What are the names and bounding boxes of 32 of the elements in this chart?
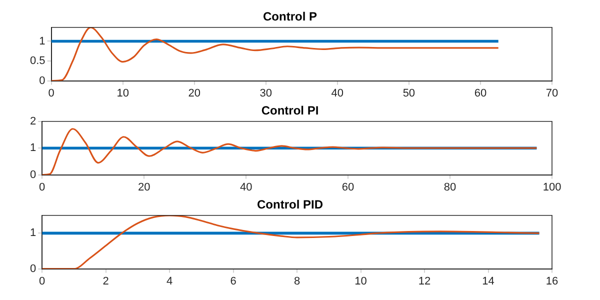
y-tick-label: 1 bbox=[30, 142, 36, 154]
x-tick-label: 8 bbox=[294, 275, 300, 288]
x-tick-label: 40 bbox=[331, 87, 344, 100]
x-tick-label: 30 bbox=[260, 87, 272, 100]
x-tick-label: 10 bbox=[354, 275, 367, 288]
y-tick-label: 0 bbox=[30, 262, 36, 275]
x-tick-label: 60 bbox=[342, 181, 354, 194]
y-tick-label: 0 bbox=[30, 168, 36, 181]
x-tick-label: 80 bbox=[444, 181, 456, 194]
y-tick-label: 2 bbox=[30, 115, 36, 128]
x-tick-label: 16 bbox=[546, 275, 558, 288]
x-tick-label: 70 bbox=[546, 87, 558, 100]
x-tick-label: 100 bbox=[542, 181, 562, 194]
y-tick-label: 0.5 bbox=[30, 55, 46, 68]
x-tick-label: 4 bbox=[166, 275, 173, 288]
chart-title: Control PI bbox=[261, 104, 319, 118]
x-tick-label: 14 bbox=[482, 275, 494, 288]
x-tick-label: 20 bbox=[138, 181, 150, 194]
x-tick-label: 2 bbox=[102, 275, 109, 288]
x-tick-label: 20 bbox=[188, 87, 200, 100]
y-tick-label: 0 bbox=[39, 74, 46, 87]
chart-title: Control P bbox=[263, 10, 317, 24]
x-tick-label: 0 bbox=[48, 87, 54, 100]
x-tick-label: 6 bbox=[230, 275, 236, 288]
chart-title: Control PID bbox=[257, 198, 324, 212]
y-tick-label: 1 bbox=[39, 35, 46, 48]
x-tick-label: 40 bbox=[240, 181, 252, 194]
x-tick-label: 60 bbox=[474, 87, 487, 100]
x-tick-label: 12 bbox=[418, 275, 431, 288]
y-tick-label: 1 bbox=[30, 227, 36, 240]
x-tick-label: 50 bbox=[402, 87, 416, 100]
x-tick-label: 10 bbox=[116, 87, 129, 100]
